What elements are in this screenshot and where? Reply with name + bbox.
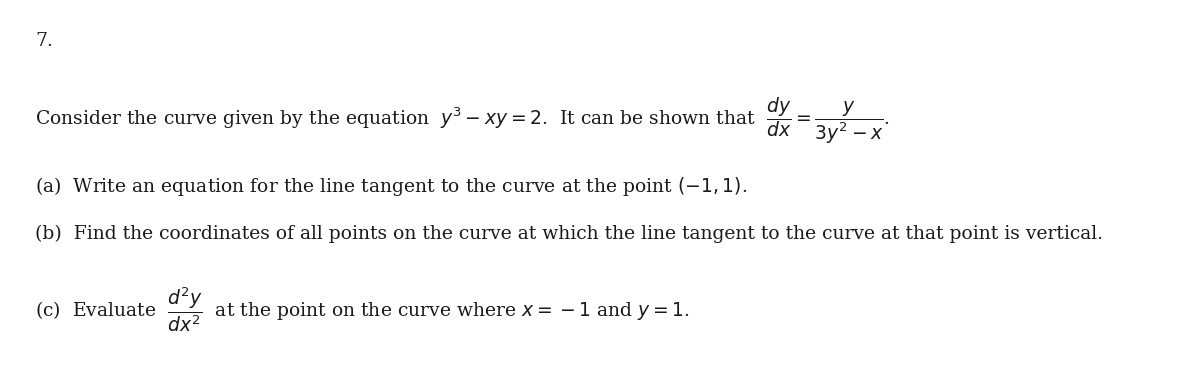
Text: Consider the curve given by the equation  $y^3 - xy = 2$.  It can be shown that : Consider the curve given by the equation… bbox=[35, 96, 890, 146]
Text: 7.: 7. bbox=[35, 32, 53, 50]
Text: (c)  Evaluate  $\dfrac{d^2y}{dx^2}$  at the point on the curve where $x = -1$ an: (c) Evaluate $\dfrac{d^2y}{dx^2}$ at the… bbox=[35, 285, 690, 334]
Text: (b)  Find the coordinates of all points on the curve at which the line tangent t: (b) Find the coordinates of all points o… bbox=[35, 225, 1103, 243]
Text: (a)  Write an equation for the line tangent to the curve at the point $(-1, 1)$.: (a) Write an equation for the line tange… bbox=[35, 175, 748, 198]
